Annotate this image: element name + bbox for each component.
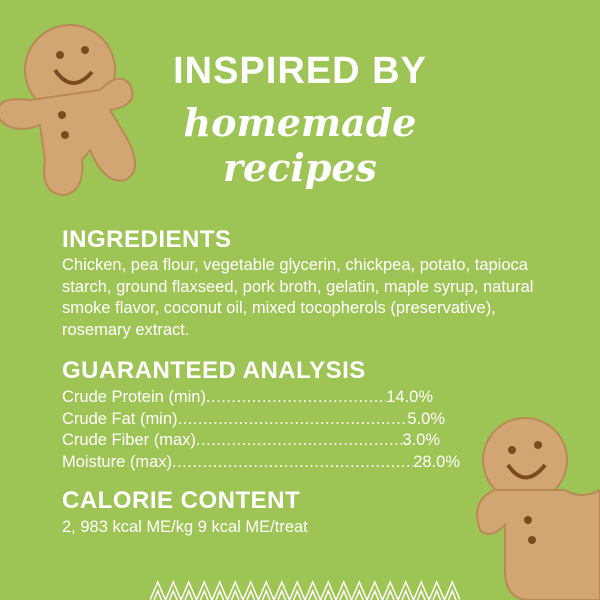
zigzag-triangle	[354, 589, 364, 600]
dot-leader	[196, 430, 403, 452]
zigzag-triangle	[261, 589, 271, 600]
zigzag-triangle	[428, 580, 446, 600]
zigzag-triangle	[242, 580, 260, 600]
dot-leader	[178, 409, 408, 431]
analysis-label: Crude Protein (min)	[62, 388, 206, 406]
zigzag-triangle	[432, 589, 442, 600]
zigzag-triangle	[416, 589, 426, 600]
calorie-text: 2, 983 kcal ME/kg 9 kcal ME/treat	[62, 518, 308, 536]
zigzag-triangle	[150, 580, 167, 600]
zigzag-triangle	[308, 589, 318, 600]
analysis-row: Moisture (max) 28.0%	[62, 452, 460, 474]
zigzag-triangle	[226, 580, 244, 600]
zigzag-triangle	[381, 580, 399, 600]
zigzag-triangle	[215, 589, 225, 600]
dot-leader	[172, 452, 413, 474]
zigzag-triangle	[323, 589, 333, 600]
zigzag-triangle	[350, 580, 368, 600]
gingerbread-cookie-top-left	[0, 24, 136, 197]
zigzag-triangle	[164, 580, 182, 600]
zigzag-triangle	[195, 580, 213, 600]
calorie-heading: CALORIE CONTENT	[62, 487, 301, 514]
zigzag-triangle	[335, 580, 353, 600]
zigzag-triangle	[397, 580, 415, 600]
zigzag-triangle	[153, 589, 163, 600]
dot-leader	[206, 387, 386, 409]
analysis-row: Crude Fiber (max) 3.0%	[62, 430, 440, 452]
ingredients-heading: INGREDIENTS	[62, 226, 232, 253]
zigzag-triangle	[277, 589, 287, 600]
zigzag-triangle	[184, 589, 194, 600]
zigzag-triangle	[257, 580, 275, 600]
zigzag-triangle	[385, 589, 395, 600]
zigzag-triangle	[292, 589, 302, 600]
zigzag-triangle	[211, 580, 229, 600]
analysis-label: Crude Fat (min)	[62, 409, 178, 428]
analysis-table: Crude Protein (min) 14.0% Crude Fat (min)…	[62, 387, 460, 473]
zigzag-triangle	[230, 589, 240, 600]
analysis-label: Moisture (max)	[62, 452, 173, 471]
headline-line2: homemade	[183, 100, 417, 145]
analysis-label: Crude Fiber (max)	[62, 431, 196, 449]
analysis-value: 14.0%	[386, 388, 433, 406]
zigzag-triangle	[180, 580, 198, 600]
zigzag-pattern	[150, 580, 460, 600]
zigzag-triangle	[370, 589, 380, 600]
zigzag-triangle	[288, 580, 306, 600]
zigzag-triangle	[168, 589, 178, 600]
analysis-heading: GUARANTEED ANALYSIS	[62, 357, 366, 384]
headline-line1: INSPIRED BY	[173, 50, 427, 92]
zigzag-triangle	[304, 580, 322, 600]
gingerbread-cookie-bottom-right	[476, 417, 600, 600]
analysis-value: 28.0%	[413, 452, 460, 471]
headline-line3: recipes	[223, 145, 377, 190]
ingredients-text: Chicken, pea flour, vegetable glycerin, …	[62, 256, 534, 339]
zigzag-triangle	[447, 589, 457, 600]
analysis-row: Crude Fat (min) 5.0%	[62, 409, 445, 431]
analysis-value: 3.0%	[402, 431, 440, 449]
zigzag-triangle	[319, 580, 337, 600]
analysis-row: Crude Protein (min) 14.0%	[62, 387, 433, 409]
zigzag-triangle	[339, 589, 349, 600]
zigzag-triangle	[401, 589, 411, 600]
zigzag-triangle	[443, 580, 460, 600]
zigzag-triangle	[199, 589, 209, 600]
zigzag-triangle	[273, 580, 291, 600]
zigzag-triangle	[366, 580, 384, 600]
analysis-value: 5.0%	[407, 409, 445, 428]
zigzag-triangle	[246, 589, 256, 600]
zigzag-triangle	[412, 580, 430, 600]
